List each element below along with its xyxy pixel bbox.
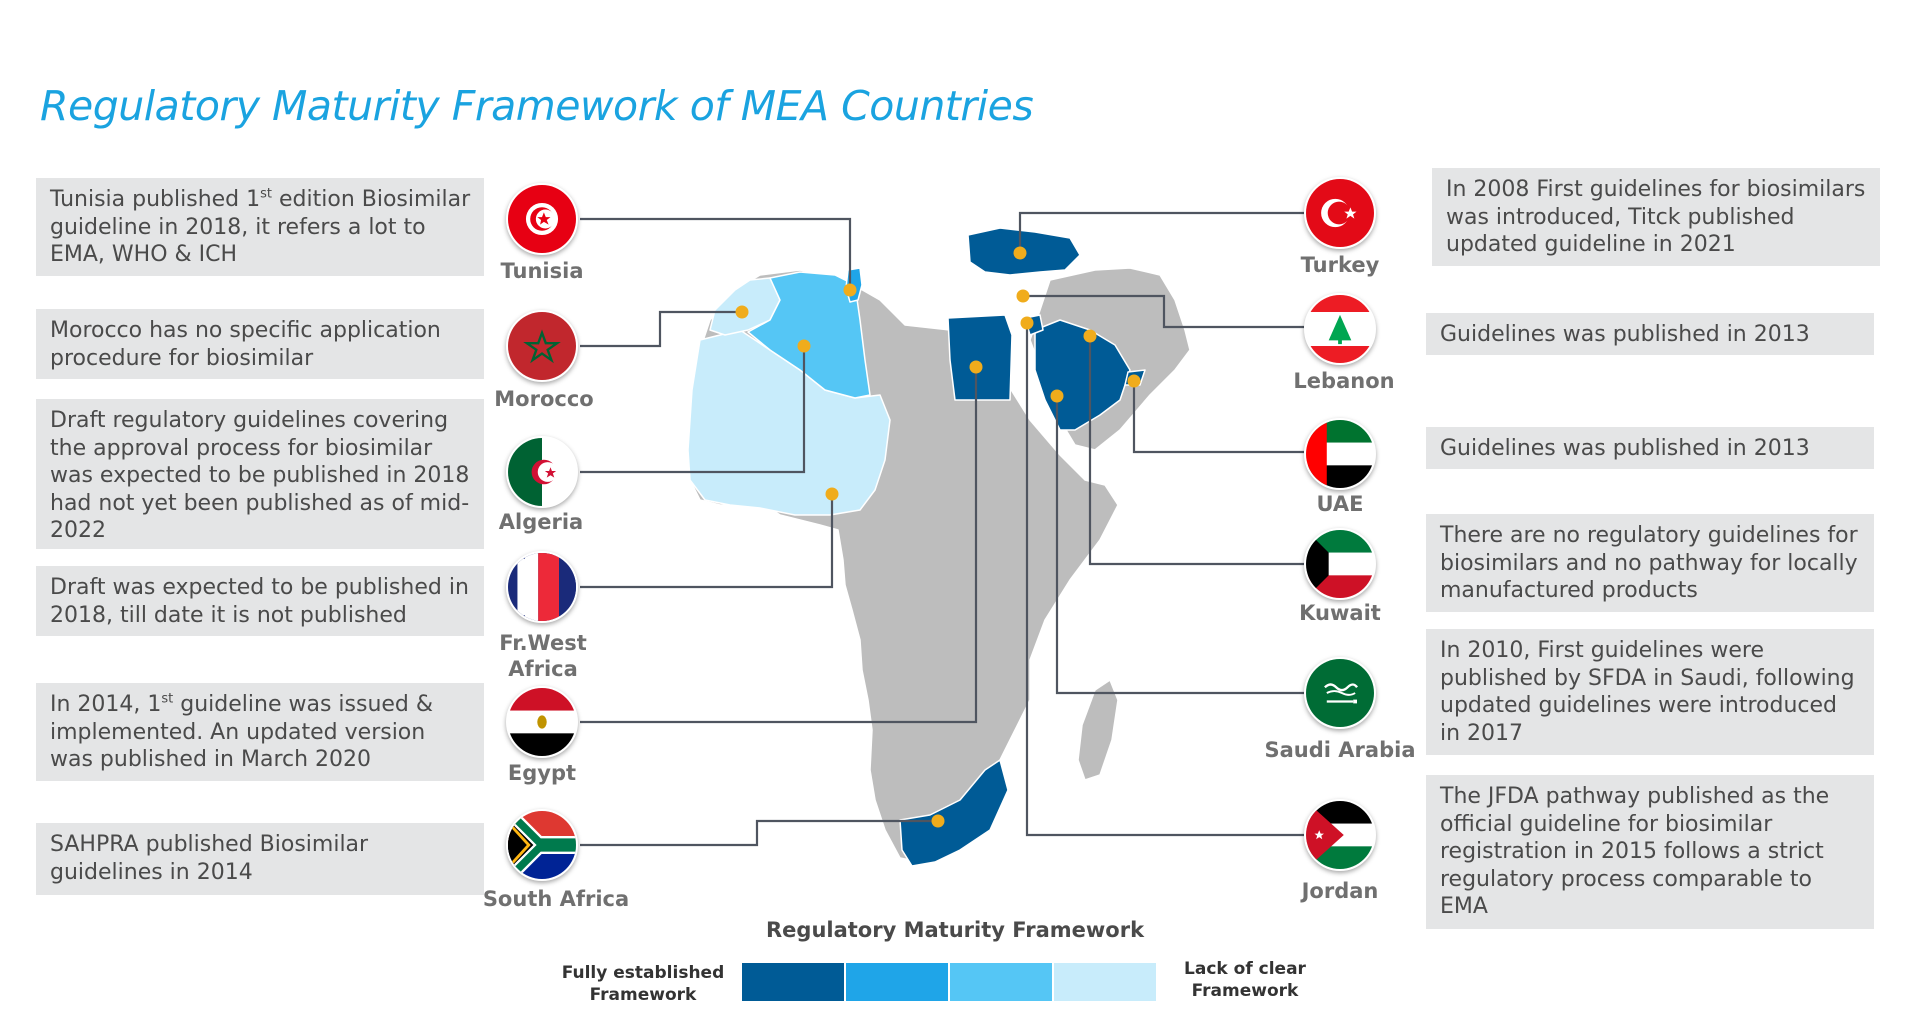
connector-southafrica: [580, 819, 938, 847]
egypt-flag-icon: [506, 686, 578, 758]
saudi-info: In 2010, First guidelines were published…: [1426, 629, 1874, 755]
legend-swatch-lack-of-clear: [1054, 963, 1156, 1001]
kuwait-flag-icon: [1304, 528, 1376, 600]
connector-uae: [1132, 381, 1304, 454]
marker-tunisia: [843, 283, 857, 297]
marker-egypt: [969, 360, 983, 374]
turkey-flag-icon: [1304, 177, 1376, 249]
turkey-label: Turkey: [1300, 253, 1380, 277]
saudi-flag-icon: [1304, 657, 1376, 729]
legend-left-label: Fully established Framework: [561, 963, 725, 1005]
saudi-label: Saudi Arabia: [1264, 738, 1416, 762]
africa-landmass: [687, 267, 1119, 867]
legend-right-label: Lack of clear Framework: [1184, 959, 1306, 1001]
legend-title: Regulatory Maturity Framework: [766, 918, 1145, 942]
marker-frwest: [825, 487, 839, 501]
country-markers: [735, 246, 1141, 828]
connector-lebanon: [1023, 294, 1304, 329]
saudi-region: [1034, 319, 1131, 431]
frwest-label: Fr.West Africa: [499, 631, 587, 681]
kuwait-info: There are no regulatory guidelines for b…: [1426, 514, 1874, 612]
madagascar-region: [1077, 679, 1119, 781]
algeria-label: Algeria: [498, 510, 584, 534]
connector-turkey: [1018, 211, 1304, 253]
lebanon-flag-icon: [1304, 293, 1376, 365]
jordan-label: Jordan: [1301, 879, 1379, 903]
legend-swatch-fully-established: [742, 963, 844, 1001]
connector-morocco: [580, 310, 742, 348]
marker-jordan: [1020, 316, 1034, 330]
marker-saudi: [1050, 389, 1064, 403]
morocco-label: Morocco: [494, 387, 594, 411]
lebanon-label: Lebanon: [1293, 369, 1395, 393]
egypt-label: Egypt: [507, 761, 577, 785]
uae-info: Guidelines was published in 2013: [1426, 427, 1874, 469]
frwest-info: Draft was expected to be published in 20…: [36, 566, 484, 636]
marker-kuwait: [1083, 329, 1097, 343]
page-title: Regulatory Maturity Framework of MEA Cou…: [40, 82, 1034, 130]
connector-algeria: [580, 346, 806, 474]
southafrica-flag-icon: [506, 809, 578, 881]
tunisia-flag-icon: [506, 183, 578, 255]
egypt-info: In 2014, 1st guideline was issued & impl…: [36, 683, 484, 781]
algeria-region: [747, 271, 871, 399]
uae-label: UAE: [1316, 492, 1364, 516]
algeria-info: Draft regulatory guidelines covering the…: [36, 399, 484, 549]
marker-southafrica: [931, 814, 945, 828]
tunisia-label: Tunisia: [500, 259, 584, 283]
legend-swatch-level-2: [846, 963, 948, 1001]
marker-algeria: [797, 339, 811, 353]
algeria-flag-icon: [506, 436, 578, 508]
frwest-flag-icon: [506, 551, 578, 623]
connector-tunisia: [580, 217, 852, 290]
south-africa-region: [899, 759, 1009, 867]
kuwait-label: Kuwait: [1299, 601, 1381, 625]
uae-flag-icon: [1304, 418, 1376, 490]
legend-swatch-level-3: [950, 963, 1052, 1001]
southafrica-info: SAHPRA published Biosimilar guidelines i…: [36, 823, 484, 895]
egypt-region: [947, 314, 1013, 401]
morocco-info: Morocco has no specific application proc…: [36, 309, 484, 379]
turkey-info: In 2008 First guidelines for biosimilars…: [1432, 168, 1880, 266]
connector-kuwait: [1088, 336, 1304, 566]
marker-uae: [1127, 374, 1141, 388]
tunisia-info: Tunisia published 1st edition Biosimilar…: [36, 178, 484, 276]
connector-lines: [580, 211, 1304, 847]
connector-egypt: [580, 367, 978, 724]
jordan-info: The JFDA pathway published as the offici…: [1426, 775, 1874, 929]
jordan-flag-icon: [1304, 799, 1376, 871]
morocco-flag-icon: [506, 310, 578, 382]
connector-saudi: [1055, 396, 1304, 695]
connector-jordan: [1025, 323, 1304, 837]
marker-lebanon: [1016, 289, 1030, 303]
southafrica-label: South Africa: [482, 887, 630, 911]
lebanon-info: Guidelines was published in 2013: [1426, 313, 1874, 355]
marker-morocco: [735, 305, 749, 319]
marker-turkey: [1013, 246, 1027, 260]
connector-frwest: [580, 494, 834, 589]
